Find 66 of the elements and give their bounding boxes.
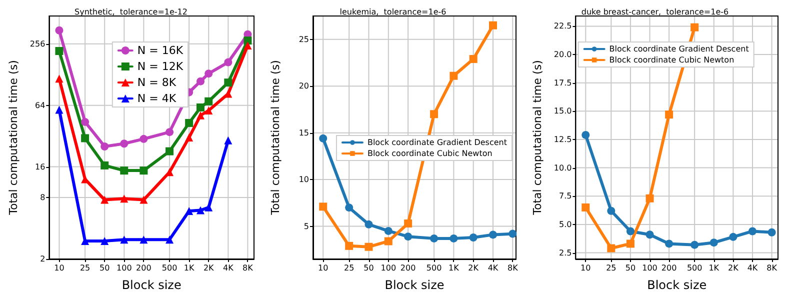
x-tick-label: 10 (580, 264, 591, 272)
x-tick-label: 2K (203, 264, 215, 272)
y-tick-label: 2 (40, 254, 46, 264)
x-tick-label: 25 (80, 264, 90, 272)
chart-title: Synthetic, tolerance=1e-12 (74, 8, 188, 16)
x-tick-label: 50 (625, 264, 636, 272)
x-tick-label: 4K (222, 264, 234, 272)
x-tick-label: 500 (426, 264, 442, 272)
x-tick-label: 200 (661, 264, 677, 272)
legend-label: N = 12K (137, 60, 184, 73)
x-tick-label: 100 (642, 264, 658, 272)
y-tick-label: 10.0 (554, 163, 572, 172)
x-axis-title: Block size (122, 278, 182, 292)
y-tick-label: 10 (298, 175, 309, 184)
y-tick-label: 22.5 (554, 22, 572, 31)
y-axis-title: Total computational time (s) (7, 60, 20, 216)
legend-label: Block coordinate Gradient Descent (367, 138, 507, 147)
y-tick-label: 16 (34, 162, 46, 172)
y-tick-label: 12.5 (554, 134, 572, 144)
legend-label: N = 16K (137, 44, 184, 57)
y-tick-label: 15 (298, 128, 309, 138)
x-tick-label: 8K (507, 264, 519, 272)
x-tick-label: 500 (686, 264, 702, 272)
x-tick-label: 100 (116, 264, 132, 272)
y-tick-label: 256 (30, 39, 46, 48)
legend-label: Block coordinate Cubic Newton (367, 149, 492, 158)
legend-label: N = 4K (137, 92, 177, 105)
y-tick-label: 7.5 (558, 192, 572, 201)
y-tick-label: 20 (298, 82, 309, 91)
y-tick-label: 20.0 (554, 50, 572, 60)
y-tick-label: 5 (304, 222, 309, 231)
x-tick-label: 200 (400, 264, 416, 272)
x-tick-label: 10 (318, 264, 328, 272)
x-tick-label: 8K (766, 264, 778, 272)
chart-title: duke breast-cancer, tolerance=1e-6 (581, 8, 729, 16)
x-tick-label: 200 (136, 264, 152, 272)
x-tick-label: 500 (162, 264, 178, 272)
y-axis-title: Total computational time (s) (269, 60, 282, 216)
y-axis-title: Total computational time (s) (531, 60, 544, 216)
legend-label: Block coordinate Gradient Descent (609, 44, 749, 54)
x-tick-label: 1K (708, 264, 720, 272)
x-tick-label: 4K (747, 264, 758, 272)
legend-label: Block coordinate Cubic Newton (609, 56, 734, 64)
x-tick-label: 25 (344, 264, 354, 272)
x-tick-label: 8K (242, 264, 254, 272)
x-tick-label: 1K (448, 264, 460, 272)
y-tick-label: 17.5 (554, 78, 572, 88)
legend-label: N = 8K (137, 76, 177, 89)
y-tick-label: 25 (298, 34, 309, 44)
y-tick-label: 5.0 (558, 220, 572, 229)
x-tick-label: 2K (468, 264, 480, 272)
y-tick-label: 64 (34, 100, 46, 110)
x-tick-label: 50 (100, 264, 110, 272)
y-tick-label: 8 (40, 193, 46, 202)
y-tick-label: 15.0 (554, 106, 572, 116)
chart-title: leukemia, tolerance=1e-6 (340, 8, 446, 16)
x-tick-label: 10 (54, 264, 64, 272)
x-tick-label: 2K (728, 264, 740, 272)
x-axis-title: Block size (647, 278, 707, 292)
y-tick-label: 2.5 (558, 248, 572, 258)
x-tick-label: 50 (364, 264, 374, 272)
x-tick-label: 100 (380, 264, 396, 272)
x-axis-title: Block size (384, 278, 444, 292)
x-tick-label: 1K (184, 264, 195, 272)
x-tick-label: 4K (488, 264, 499, 272)
x-tick-label: 25 (606, 264, 616, 272)
